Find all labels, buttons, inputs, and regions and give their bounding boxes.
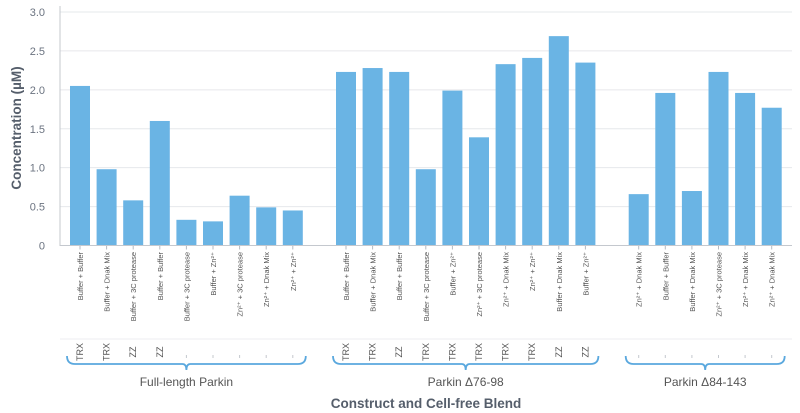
category-label: Zn²⁺ + Dnak Mix xyxy=(768,252,777,307)
category-label: Zn²⁺ + 3C protease xyxy=(715,252,724,317)
y-tick-label: 3.0 xyxy=(30,7,45,19)
subcategory-label: TRX xyxy=(75,343,85,361)
bar xyxy=(575,62,596,246)
bar xyxy=(415,169,436,246)
bar xyxy=(362,68,383,246)
group-brace xyxy=(332,355,600,371)
x-axis-title: Construct and Cell-free Blend xyxy=(331,396,522,411)
category-label: Buffer + 3C protease xyxy=(422,252,431,321)
subcategory-label: TRX xyxy=(527,343,537,361)
category-label: Zn²⁺ + 3C protease xyxy=(475,252,484,317)
subcategory-label: TRX xyxy=(447,343,457,361)
subcategory-label: TRX xyxy=(501,343,511,361)
category-label: Zn²⁺ + Dnak Mix xyxy=(635,252,644,307)
subcategory-label: TRX xyxy=(368,343,378,361)
y-tick-label: 1.5 xyxy=(30,124,45,136)
category-label: Zn²⁺ + Zn²⁺ xyxy=(528,252,537,291)
category-label: Buffer + Buffer xyxy=(342,251,351,300)
bar xyxy=(708,71,729,246)
bar xyxy=(123,200,144,246)
bars xyxy=(70,36,782,246)
bar xyxy=(495,64,516,246)
category-label: Buffer + Dnak Mix xyxy=(688,252,697,312)
bar xyxy=(628,194,649,246)
bar xyxy=(256,207,277,246)
group-label: Full-length Parkin xyxy=(140,375,233,389)
category-label: Zn²⁺ + 3C protease xyxy=(236,252,245,317)
category-label: Buffer + Zn²⁺ xyxy=(209,252,218,296)
x-axis-labels: Buffer + Buffer TRX Buffer + Dnak Mix TRX Bu… xyxy=(66,245,786,389)
subcategory-label: ZZ xyxy=(128,346,138,357)
category-label: Buffer + Dnak Mix xyxy=(369,252,378,312)
subcategory-label: TRX xyxy=(474,343,484,361)
y-tick-label: 2.0 xyxy=(30,85,45,97)
bar xyxy=(282,210,303,246)
group-brace xyxy=(66,355,307,371)
bar xyxy=(176,219,197,246)
y-axis-ticks: 0 0.5 1.0 1.5 2.0 2.5 3.0 xyxy=(30,7,45,253)
subcategory-label: ZZ xyxy=(580,346,590,357)
subcategory-label: TRX xyxy=(341,343,351,361)
group-brace xyxy=(624,355,786,371)
bar xyxy=(149,120,170,246)
subcategory-label: ZZ xyxy=(554,346,564,357)
bar xyxy=(442,90,463,246)
bar xyxy=(681,191,702,246)
bar xyxy=(522,57,543,246)
bar xyxy=(96,169,117,246)
subcategory-label: ZZ xyxy=(394,346,404,357)
category-label: Zn²⁺ + Dnak Mix xyxy=(502,252,511,307)
category-label: Zn²⁺ + Dnak Mix xyxy=(741,252,750,307)
bar xyxy=(203,221,223,246)
bar xyxy=(70,85,90,246)
bar xyxy=(735,92,756,246)
category-label: Buffer + Buffer xyxy=(661,251,670,300)
y-tick-label: 0 xyxy=(39,241,45,253)
category-label: Buffer + Buffer xyxy=(395,251,404,300)
bar xyxy=(761,107,782,246)
group-label: Parkin Δ76-98 xyxy=(428,375,504,389)
category-label: Buffer + Dnak Mix xyxy=(103,252,112,312)
y-tick-label: 1.0 xyxy=(30,163,45,175)
bar xyxy=(389,71,410,246)
category-label: Buffer + 3C protease xyxy=(182,252,191,321)
y-tick-label: 2.5 xyxy=(30,46,45,58)
subcategory-label: TRX xyxy=(102,343,112,361)
category-label: Buffer + Zn²⁺ xyxy=(581,252,590,296)
category-label: Buffer + Dnak Mix xyxy=(555,252,564,312)
bar xyxy=(336,71,356,246)
category-label: Buffer + Buffer xyxy=(76,251,85,300)
category-label: Buffer + Zn²⁺ xyxy=(448,252,457,296)
y-tick-label: 0.5 xyxy=(30,202,45,214)
subcategory-label: ZZ xyxy=(155,346,165,357)
bar xyxy=(655,92,676,246)
bar xyxy=(548,36,569,246)
category-label: Buffer + Buffer xyxy=(156,251,165,300)
group-label: Parkin Δ84-143 xyxy=(664,375,747,389)
y-axis-title: Concentration (µM) xyxy=(9,66,24,189)
category-label: Buffer + 3C protease xyxy=(129,252,138,321)
subcategory-label: TRX xyxy=(421,343,431,361)
bar xyxy=(469,137,489,246)
category-label: Zn²⁺ + Zn²⁺ xyxy=(289,252,298,291)
bar xyxy=(229,195,250,246)
category-label: Zn²⁺ + Dnak Mix xyxy=(262,252,271,307)
